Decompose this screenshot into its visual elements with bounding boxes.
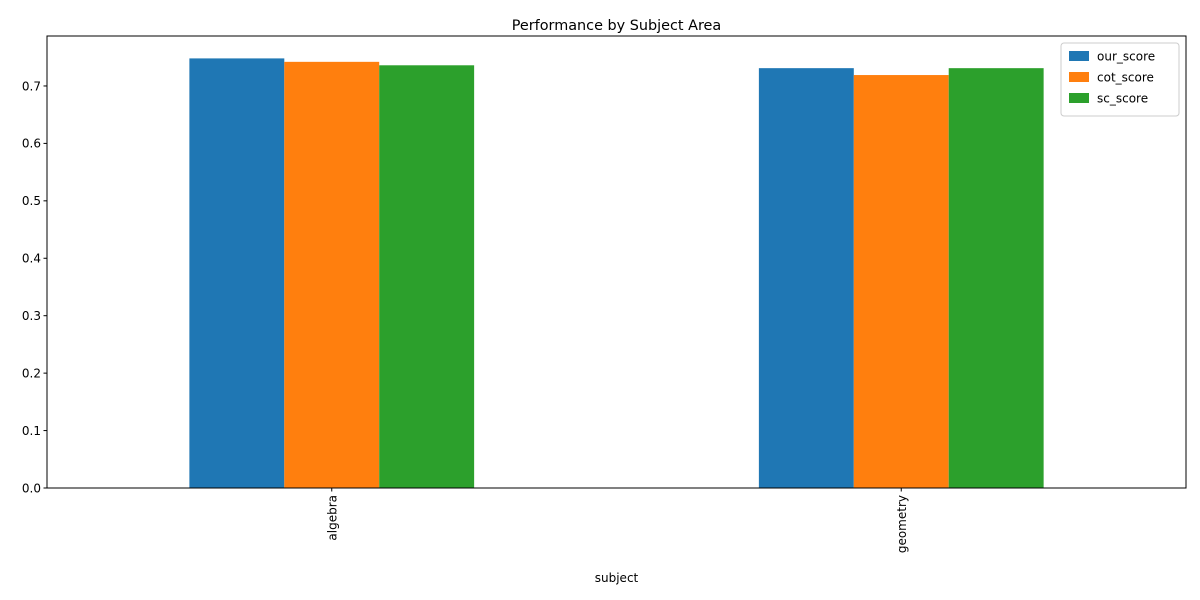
legend: our_score cot_score sc_score	[1060, 42, 1180, 117]
y-tick-label: 0.5	[22, 194, 41, 208]
chart-title: Performance by Subject Area	[512, 18, 721, 34]
legend-box	[1060, 42, 1180, 117]
bar-cot_score-geometry	[853, 75, 949, 489]
legend-label-cot_score: cot_score	[1097, 70, 1154, 84]
x-tick-label: algebra	[325, 495, 339, 541]
bar-sc_score-algebra	[379, 65, 475, 488]
y-tick-label: 0.6	[22, 137, 41, 151]
y-tick-label: 0.4	[22, 252, 41, 266]
bar-sc_score-geometry	[948, 68, 1044, 488]
bars-group	[189, 58, 1044, 489]
y-tick-label: 0.7	[22, 79, 41, 93]
legend-label-our_score: our_score	[1097, 49, 1155, 63]
y-tick-label: 0.0	[22, 481, 41, 495]
y-tick-label: 0.2	[22, 366, 41, 380]
legend-swatch-sc_score	[1069, 93, 1089, 103]
x-axis-label: subject	[595, 571, 639, 585]
x-axis: algebra geometry	[325, 488, 909, 553]
y-axis: 0.0 0.1 0.2 0.3 0.4 0.5 0.6 0.7	[22, 79, 47, 495]
legend-label-sc_score: sc_score	[1097, 91, 1148, 105]
legend-swatch-our_score	[1069, 51, 1089, 61]
x-tick-label: geometry	[895, 495, 909, 553]
y-tick-label: 0.3	[22, 309, 41, 323]
bar-our_score-geometry	[758, 68, 854, 488]
plot-frame	[46, 35, 1187, 489]
bar-our_score-algebra	[189, 58, 285, 489]
y-tick-label: 0.1	[22, 424, 41, 438]
bar-cot_score-algebra	[284, 61, 380, 489]
legend-swatch-cot_score	[1069, 72, 1089, 82]
